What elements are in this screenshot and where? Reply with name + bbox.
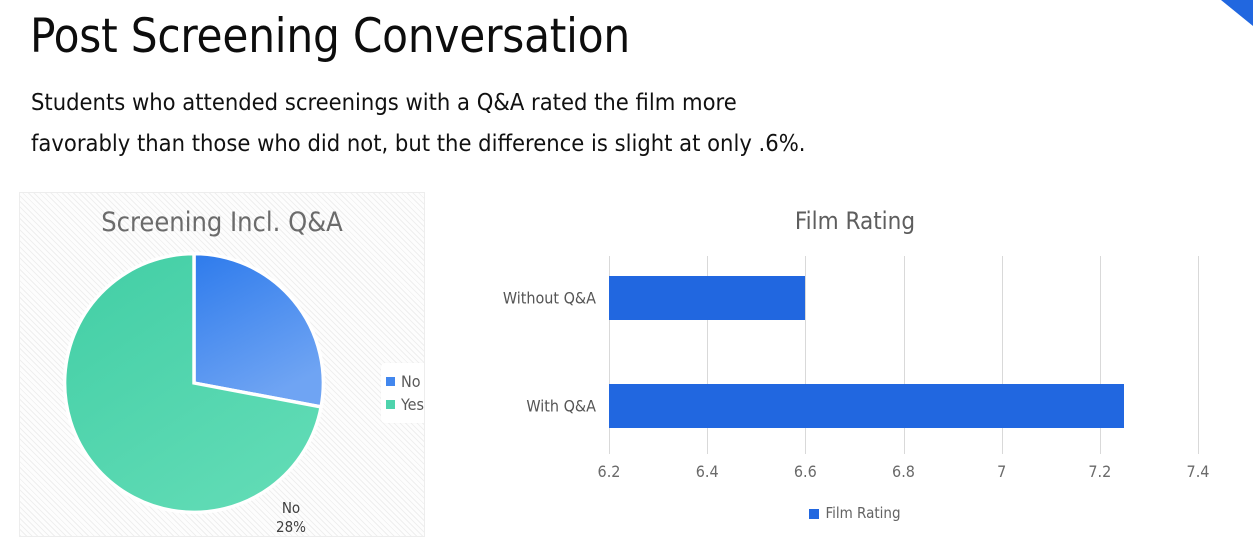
- subtitle-line-1: Students who attended screenings with a …: [31, 88, 737, 116]
- bar-chart-plot-area: Without Q&A With Q&A 6.2 6.4 6.6 6.8 7 7…: [503, 256, 1209, 481]
- subtitle-line-2: favorably than those who did not, but th…: [31, 129, 806, 157]
- x-axis-tick: 6.2: [597, 462, 621, 481]
- gridline: [805, 256, 807, 454]
- gridline: [609, 256, 610, 454]
- bar-category-label-with-qa: With Q&A: [526, 396, 596, 416]
- legend-swatch-yes-icon: [386, 400, 395, 409]
- gridline: [1198, 256, 1199, 454]
- x-axis-tick: 7: [997, 462, 1007, 481]
- bar-without-qa[interactable]: [609, 276, 806, 320]
- pie-data-label-no-value: 28%: [276, 518, 306, 536]
- x-axis-tick: 6.8: [892, 462, 915, 481]
- bar-row-with-qa: With Q&A: [526, 384, 1198, 428]
- pie-data-label-no-name: No: [281, 499, 301, 517]
- bar-with-qa[interactable]: [609, 384, 1125, 428]
- pie-chart-panel: Screening Incl. Q&A No 28% Yes 72% No: [19, 192, 425, 537]
- pie-chart-graphic: [62, 251, 325, 515]
- x-axis-tick: 7.4: [1186, 462, 1210, 481]
- pie-chart-legend: No Yes: [381, 363, 424, 423]
- legend-item-yes[interactable]: Yes: [386, 393, 424, 416]
- x-axis-tick: 7.2: [1088, 462, 1112, 481]
- legend-swatch-no-icon: [386, 377, 395, 386]
- bar-chart-panel: Film Rating Without Q&A With Q&A 6.2 6.4…: [460, 192, 1250, 537]
- pie-data-label-no: No 28%: [256, 499, 326, 536]
- gridline: [903, 256, 905, 454]
- gridline: [1001, 256, 1003, 454]
- pie-slice-no[interactable]: [192, 251, 325, 409]
- corner-triangle-shape: [1221, 0, 1253, 26]
- legend-label-yes: Yes: [401, 394, 425, 414]
- pie-chart-title: Screening Incl. Q&A: [101, 207, 343, 238]
- page-title: Post Screening Conversation: [30, 9, 630, 64]
- pie-slice-yes[interactable]: [62, 251, 324, 515]
- page-subtitle: Students who attended screenings with a …: [31, 82, 806, 164]
- legend-label-no: No: [401, 371, 421, 391]
- legend-swatch-film-rating-icon: [809, 508, 820, 519]
- legend-item-no[interactable]: No: [386, 370, 424, 393]
- gridline: [1099, 256, 1101, 454]
- bar-chart-legend: Film Rating: [460, 506, 1250, 521]
- legend-label-film-rating: Film Rating: [825, 504, 901, 522]
- x-axis-tick: 6.6: [793, 462, 817, 481]
- bar-category-label-without-qa: Without Q&A: [502, 288, 596, 308]
- bar-row-without-qa: Without Q&A: [503, 276, 1198, 320]
- gridline: [707, 256, 709, 454]
- x-axis-tick: 6.4: [695, 462, 719, 481]
- corner-triangle-decoration: [1221, 0, 1253, 26]
- bar-chart-title: Film Rating: [794, 207, 916, 235]
